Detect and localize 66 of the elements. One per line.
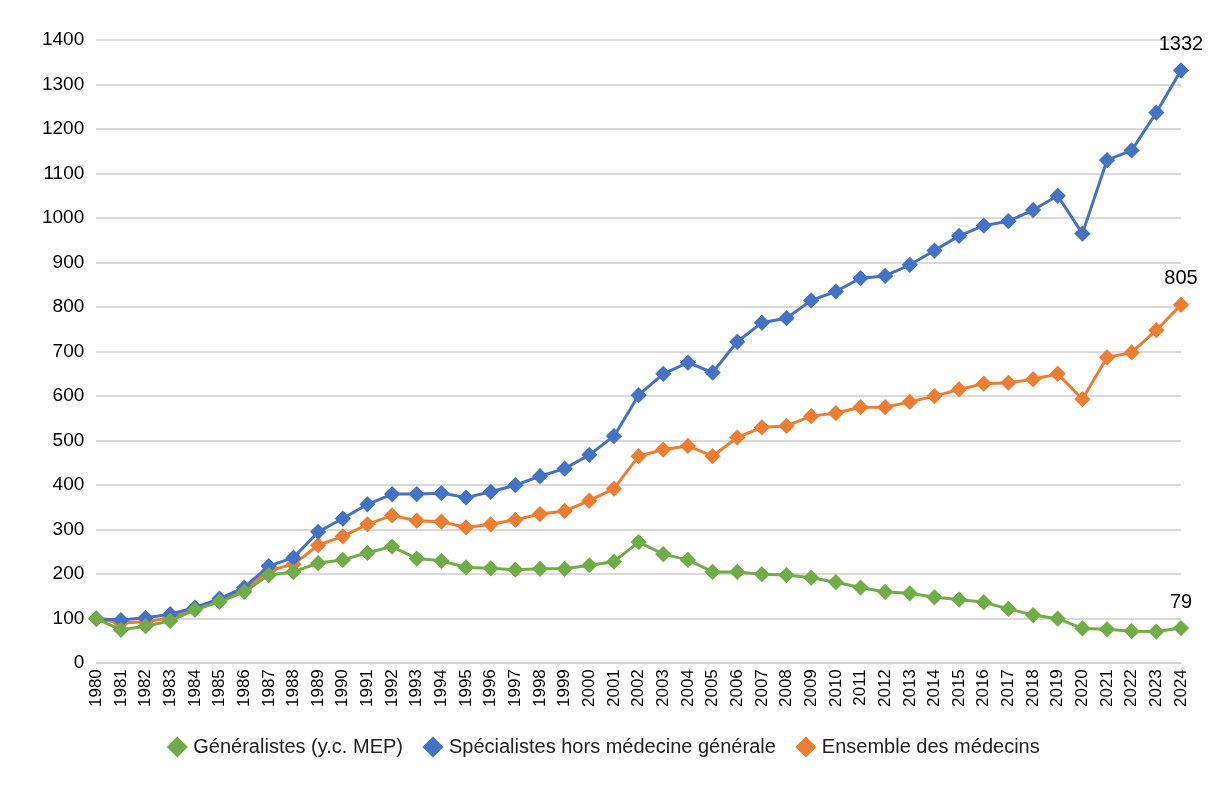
x-tick-label: 2005 [702, 669, 722, 708]
x-tick-label: 2010 [825, 669, 845, 708]
x-tick-label: 2023 [1146, 669, 1166, 708]
y-tick-label: 700 [52, 339, 85, 361]
x-tick-label: 2008 [776, 669, 796, 708]
x-tick-label: 1980 [85, 669, 105, 708]
x-tick-label: 1999 [554, 669, 574, 708]
x-tick-label: 2013 [899, 669, 919, 708]
x-tick-label: 1982 [135, 669, 155, 708]
y-tick-label: 0 [73, 651, 85, 673]
x-tick-label: 2019 [1047, 669, 1067, 708]
x-tick-label: 1998 [529, 669, 549, 708]
x-tick-label: 2021 [1096, 669, 1116, 708]
x-tick-label: 2011 [850, 669, 870, 706]
x-tick-label: 1994 [431, 669, 451, 708]
x-tick-label: 2024 [1170, 669, 1190, 708]
y-tick-label: 500 [52, 428, 85, 450]
legend-label: Ensemble des médecins [821, 734, 1040, 757]
x-tick-label: 2009 [800, 669, 820, 708]
y-tick-label: 1400 [41, 28, 85, 50]
x-tick-label: 2015 [948, 669, 968, 708]
x-tick-label: 1988 [283, 669, 303, 708]
legend-label: Spécialistes hors médecine générale [448, 734, 776, 757]
x-tick-label: 2014 [924, 669, 944, 708]
x-tick-label: 2001 [603, 669, 623, 708]
legend-label: Généralistes (y.c. MEP) [193, 734, 403, 757]
x-tick-label: 2018 [1022, 669, 1042, 708]
x-tick-label: 1989 [307, 669, 327, 708]
x-tick-label: 2004 [677, 669, 697, 708]
x-tick-label: 1983 [159, 669, 179, 708]
x-tick-label: 1996 [480, 669, 500, 708]
y-tick-label: 600 [52, 384, 85, 406]
x-tick-label: 1997 [505, 669, 525, 708]
y-tick-label: 400 [52, 473, 85, 495]
x-tick-label: 2022 [1121, 669, 1141, 708]
x-tick-label: 2002 [628, 669, 648, 708]
x-tick-label: 2000 [579, 669, 599, 708]
y-tick-label: 200 [52, 562, 85, 584]
y-tick-label: 900 [52, 250, 85, 272]
x-tick-label: 1995 [455, 669, 475, 708]
x-tick-label: 2007 [751, 669, 771, 708]
x-tick-label: 1981 [110, 669, 130, 708]
x-tick-label: 1987 [258, 669, 278, 708]
x-tick-label: 1991 [357, 669, 377, 708]
data-label: 1332 [1158, 31, 1204, 54]
x-tick-label: 1993 [406, 669, 426, 708]
y-tick-label: 1000 [41, 206, 85, 228]
x-tick-label: 2012 [874, 669, 894, 708]
x-tick-label: 1990 [332, 669, 352, 708]
x-tick-label: 2020 [1072, 669, 1092, 708]
y-tick-label: 800 [52, 295, 85, 317]
x-tick-label: 2017 [998, 669, 1018, 708]
x-tick-label: 2006 [726, 669, 746, 708]
x-tick-label: 1985 [209, 669, 229, 708]
data-label: 805 [1164, 266, 1198, 289]
y-tick-label: 1100 [43, 161, 85, 183]
x-tick-label: 1984 [184, 669, 204, 708]
x-tick-label: 2016 [973, 669, 993, 708]
x-tick-label: 2003 [652, 669, 672, 708]
x-tick-label: 1986 [233, 669, 253, 708]
y-tick-label: 1300 [41, 72, 85, 94]
y-tick-label: 300 [52, 517, 85, 539]
x-tick-label: 1992 [381, 669, 401, 708]
y-tick-label: 1200 [41, 117, 85, 139]
data-label: 79 [1169, 589, 1193, 612]
y-tick-label: 100 [52, 606, 85, 628]
